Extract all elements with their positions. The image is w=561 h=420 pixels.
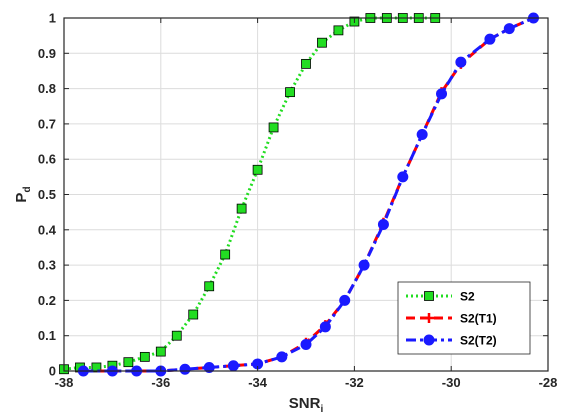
data-point [319, 321, 331, 333]
data-point [179, 363, 191, 375]
y-tick-label: 0.1 [38, 328, 56, 343]
x-tick-label: -38 [55, 375, 74, 390]
legend-marker [423, 334, 435, 346]
y-tick-label: 0.5 [38, 187, 56, 202]
x-axis-label-main: SNR [289, 395, 321, 412]
legend-item: S2(T1) [406, 312, 497, 326]
data-point [123, 357, 134, 368]
data-point [301, 58, 311, 69]
x-tick-label: -36 [151, 375, 170, 390]
x-axis-label: SNRi [289, 395, 324, 415]
data-point [377, 219, 389, 231]
y-tick-label: 0.8 [38, 81, 56, 96]
data-point [204, 281, 215, 292]
x-axis-label-subscript: i [320, 404, 323, 415]
data-point [203, 361, 215, 373]
data-point [503, 23, 515, 35]
legend-marker [424, 291, 434, 301]
y-tick-label: 0.7 [38, 116, 56, 131]
y-tick-label: 0.2 [38, 293, 56, 308]
y-tick-label: 0.4 [38, 222, 57, 237]
x-tick-label: -34 [248, 375, 268, 390]
y-tick-label: 0.3 [38, 258, 56, 273]
x-tick-label: -32 [345, 375, 364, 390]
data-point [171, 330, 182, 341]
series-line [63, 16, 436, 371]
ticks: -38 -36 -34 -32 -30 -28 0 0.1 0.2 0.3 0.4 0.5 0.6 0.7… [38, 11, 557, 391]
y-tick-label: 1 [49, 11, 56, 26]
x-tick-label: -30 [442, 375, 461, 390]
y-tick-label: 0.9 [38, 46, 56, 61]
legend-label: S2(T1) [460, 312, 497, 326]
data-point [358, 259, 370, 271]
data-point [188, 309, 199, 320]
legend-item: S2 [406, 290, 475, 304]
data-point [227, 360, 239, 372]
data-point [268, 122, 279, 133]
data-point [333, 25, 344, 36]
data-point [455, 56, 467, 68]
y-axis-label-subscript: d [22, 186, 33, 192]
data-point [236, 203, 247, 214]
y-tick-label: 0.6 [38, 152, 56, 167]
data-point [91, 362, 102, 373]
data-point [155, 346, 166, 357]
data-point [276, 351, 288, 363]
legend: S2 S2(T1) S2(T2) [397, 281, 531, 355]
data-point [436, 88, 448, 100]
data-point [339, 294, 351, 306]
data-point [220, 249, 231, 260]
data-point [317, 37, 327, 48]
data-point [416, 128, 428, 140]
y-axis-label: Pd [13, 186, 33, 202]
data-point [300, 339, 312, 351]
data-point [139, 351, 150, 362]
data-point [252, 164, 263, 175]
legend-label: S2(T2) [460, 334, 497, 348]
legend-item: S2(T2) [406, 334, 497, 348]
y-tick-label: 0 [49, 364, 56, 379]
data-point [285, 87, 295, 98]
x-tick-label: -28 [539, 375, 558, 390]
data-point [484, 33, 496, 45]
data-point [397, 171, 409, 183]
y-axis-label-main: P [13, 193, 30, 203]
grid [63, 17, 549, 372]
legend-marker [424, 313, 434, 323]
legend-label: S2 [460, 290, 475, 304]
